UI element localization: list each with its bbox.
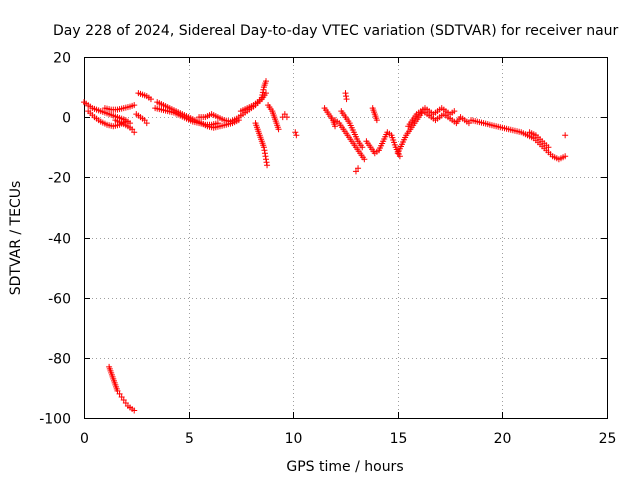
data-point	[332, 123, 339, 130]
data-point	[129, 126, 136, 133]
data-point	[258, 94, 265, 101]
data-point	[261, 150, 268, 157]
data-point	[143, 120, 150, 127]
data-points	[81, 78, 569, 414]
data-point	[131, 407, 138, 414]
y-axis-title: SDTVAR / TECUs	[8, 181, 24, 296]
data-point	[263, 156, 270, 163]
data-point	[259, 89, 266, 96]
tick-labels: 0 5 10 15 20 25 20 0 -20 -40 -60 -80 -100	[39, 51, 616, 448]
data-point	[131, 102, 138, 109]
x-tick-label: 10	[285, 431, 303, 447]
data-point	[147, 96, 154, 103]
y-tick-label: -20	[48, 171, 71, 187]
x-axis-title: GPS time / hours	[286, 459, 403, 475]
data-point	[451, 108, 458, 115]
plot-frame	[84, 57, 608, 419]
y-tick-label: -60	[48, 292, 71, 308]
data-point	[116, 390, 123, 397]
data-point	[264, 162, 271, 169]
axis-ticks	[84, 57, 608, 419]
data-point	[465, 120, 472, 127]
data-point	[545, 144, 552, 151]
x-tick-label: 25	[599, 431, 617, 447]
data-point	[361, 156, 368, 163]
data-point	[141, 117, 148, 124]
x-tick-label: 15	[390, 431, 408, 447]
data-point	[283, 114, 290, 121]
data-point	[562, 153, 569, 160]
x-tick-label: 0	[80, 431, 89, 447]
data-point	[263, 90, 270, 97]
data-point	[343, 96, 350, 103]
data-point	[263, 78, 270, 85]
data-point	[562, 132, 569, 139]
data-point	[263, 159, 270, 166]
data-point	[355, 165, 362, 172]
data-point	[120, 396, 127, 403]
data-point	[260, 144, 267, 151]
y-tick-label: -100	[39, 412, 71, 428]
data-point	[114, 387, 121, 394]
data-point	[261, 147, 268, 154]
y-tick-label: -40	[48, 232, 71, 248]
data-point	[259, 91, 266, 98]
data-point	[275, 126, 282, 133]
x-tick-label: 20	[494, 431, 512, 447]
y-tick-label: 0	[62, 111, 71, 127]
data-point	[118, 393, 125, 400]
y-tick-label: 20	[53, 51, 71, 67]
data-point	[342, 90, 349, 97]
data-point	[373, 117, 380, 124]
x-tick-label: 5	[185, 431, 194, 447]
data-point	[281, 111, 288, 118]
data-point	[214, 120, 221, 127]
data-point	[396, 153, 403, 160]
data-point	[262, 153, 269, 160]
data-point	[352, 168, 359, 175]
data-point	[131, 129, 138, 136]
data-point	[359, 144, 366, 151]
data-point	[293, 132, 300, 139]
data-point	[343, 93, 350, 100]
y-tick-label: -80	[48, 352, 71, 368]
chart-title: Day 228 of 2024, Sidereal Day-to-day VTE…	[53, 23, 619, 39]
data-point	[292, 129, 299, 136]
data-point	[122, 399, 129, 406]
grid-lines	[84, 57, 607, 418]
data-point	[260, 86, 267, 93]
